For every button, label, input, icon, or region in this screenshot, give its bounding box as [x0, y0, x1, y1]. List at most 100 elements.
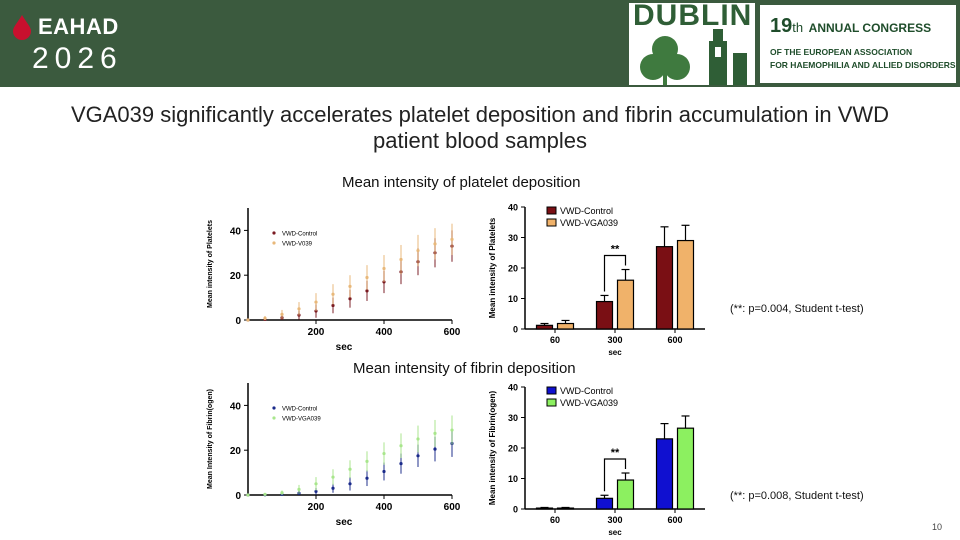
congress-number: 19th ANNUAL CONGRESS: [770, 15, 932, 37]
platelet-bar-y-tick-label: 20: [508, 264, 518, 274]
platelet-bar-chart: 0 10 20 30 40 60 300 600 sec Mean intensity of Pl…: [488, 203, 705, 357]
platelet-bar-y-tick-label: 0: [513, 325, 518, 335]
slide-title: VGA039 significantly accelerates platele…: [70, 102, 890, 153]
fibrin-bar-bar: [595, 497, 614, 510]
fibrin-time-y-tick-label: 0: [235, 491, 241, 502]
blood-drop-icon: [13, 15, 31, 40]
platelet-time-chart: 0 20 40 200 400 600 sec Mean intensity of Plate…: [207, 208, 460, 353]
platelet-bar-x-tick-label: 600: [667, 335, 682, 345]
fibrin-bar-y-label: Mean intensity of Fibrin(ogen): [488, 391, 497, 506]
platelet-time-point: [348, 284, 352, 288]
eahad-logo: EAHAD 2026: [12, 8, 152, 80]
fibrin-time-point: [331, 475, 335, 479]
fibrin-bar-bar: [655, 438, 674, 510]
logo-year: 2026: [32, 42, 123, 75]
platelet-time-point: [450, 237, 454, 241]
fibrin-time-legend-marker: [272, 406, 276, 410]
fibrin-time-point: [348, 482, 352, 486]
fibrin-time-y-tick-label: 40: [230, 401, 242, 412]
fibrin-time-y-label: Mean Intensity of Fibrin(ogen): [207, 389, 214, 489]
fibrin-time-legend-label: VWD-Control: [282, 407, 317, 413]
fibrin-time-point: [399, 444, 403, 448]
congress-line-3: FOR HAEMOPHILIA AND ALLIED DISORDERS: [770, 60, 956, 70]
fibrin-time-point: [382, 451, 386, 456]
logo-text: EAHAD: [38, 14, 119, 39]
fibrin-time-y-tick-label: 20: [230, 446, 242, 457]
fibrin-bar-bar: [535, 507, 554, 510]
platelet-time-x-tick-label: 200: [308, 327, 325, 338]
fibrin-time-x-tick-label: 600: [444, 502, 460, 513]
fibrin-time-point: [246, 493, 250, 497]
fibrin-bar-y-tick-label: 40: [508, 383, 518, 393]
fibrin-bar-x-tick-label: 60: [550, 515, 560, 525]
fibrin-time-point: [450, 428, 454, 432]
fibrin-time-x-label: sec: [336, 517, 353, 528]
fibrin-time-x-tick-label: 200: [308, 502, 325, 513]
fibrin-time-chart: 0 20 40 200 400 600 sec Mean Intensity of Fibri…: [207, 383, 460, 528]
platelet-bar-y-tick-label: 30: [508, 233, 518, 243]
fibrin-time-point: [280, 491, 284, 495]
fibrin-time-point: [297, 487, 301, 491]
platelet-time-point: [263, 316, 267, 320]
fibrin-bar-y-tick-label: 20: [508, 444, 518, 454]
congress-line-2: OF THE EUROPEAN ASSOCIATION: [770, 47, 913, 57]
fibrin-bar-legend-swatch: [546, 386, 557, 395]
platelet-time-point: [416, 248, 420, 253]
platelet-time-y-label: Mean intensity of Platelets: [207, 220, 214, 308]
fibrin-bar-significance-label: **: [611, 447, 620, 459]
platelet-bar-x-tick-label: 300: [607, 335, 622, 345]
platelet-time-point: [331, 292, 335, 296]
fibrin-bar-bar: [676, 427, 695, 510]
fibrin-stat-note: (**: p=0.008, Student t-test): [730, 490, 864, 502]
fibrin-bar-y-tick-label: 0: [513, 505, 518, 515]
page-number: 10: [932, 522, 943, 532]
platelet-bar-bar: [556, 322, 575, 330]
fibrin-bar-significance-bracket: [603, 458, 627, 492]
fibrin-time-point: [365, 476, 369, 480]
city-name: DUBLIN: [633, 3, 753, 32]
header-band: EAHAD 2026 DUBLIN 19th ANNUAL CONGRESS O…: [0, 0, 960, 87]
fibrin-time-point: [331, 486, 335, 490]
fibrin-bar-y-tick-label: 10: [508, 474, 518, 484]
congress-badge: 19th ANNUAL CONGRESS OF THE EUROPEAN ASS…: [760, 5, 956, 83]
platelet-time-point: [365, 275, 369, 280]
platelet-time-x-label: sec: [336, 342, 353, 353]
platelet-bar-legend-swatch: [546, 206, 557, 215]
fibrin-time-point: [314, 482, 318, 486]
platelet-time-x-tick-label: 600: [444, 327, 460, 338]
platelet-bar-legend-label: VWD-VGA039: [560, 218, 618, 228]
platelet-bar-bar: [676, 239, 695, 330]
platelet-time-y-tick-label: 20: [230, 271, 242, 282]
fibrin-time-point: [263, 492, 267, 496]
platelet-bar-y-tick-label: 10: [508, 294, 518, 304]
platelet-bar-x-label: sec: [608, 348, 622, 357]
fibrin-section-title: Mean intensity of fibrin deposition: [353, 360, 576, 377]
fibrin-time-point: [433, 447, 437, 451]
platelet-time-point: [433, 242, 437, 246]
fibrin-bar-x-tick-label: 300: [607, 515, 622, 525]
platelet-time-legend-marker: [272, 231, 276, 235]
fibrin-bar-y-tick-label: 30: [508, 413, 518, 423]
platelet-bar-legend-swatch: [546, 218, 557, 227]
platelet-time-point: [331, 303, 335, 308]
platelet-time-point: [297, 307, 301, 311]
dublin-badge: DUBLIN: [629, 3, 755, 85]
platelet-time-y-tick-label: 40: [230, 226, 242, 237]
fibrin-bar-x-label: sec: [608, 528, 622, 535]
platelet-time-point: [314, 300, 318, 304]
platelet-time-point: [348, 297, 352, 301]
fibrin-bar-legend-label: VWD-Control: [560, 386, 613, 396]
platelet-bar-y-label: Mean intensity of Platelets: [488, 217, 497, 318]
fibrin-time-point: [365, 459, 369, 463]
fibrin-time-point: [416, 437, 420, 441]
platelet-bar-significance-bracket: [603, 254, 627, 292]
fibrin-bar-chart: 0 10 20 30 40 60 300 600 sec Mean intensity of Fi…: [488, 383, 705, 535]
platelet-time-point: [365, 289, 369, 293]
platelet-time-legend-marker: [272, 241, 276, 245]
fibrin-bar-x-tick-label: 600: [667, 515, 682, 525]
fibrin-time-point: [348, 467, 352, 471]
fibrin-bar-legend-label: VWD-VGA039: [560, 398, 618, 408]
platelet-bar-bar: [655, 246, 674, 330]
platelet-section-title: Mean intensity of platelet deposition: [342, 174, 581, 191]
fibrin-time-point: [433, 431, 437, 435]
